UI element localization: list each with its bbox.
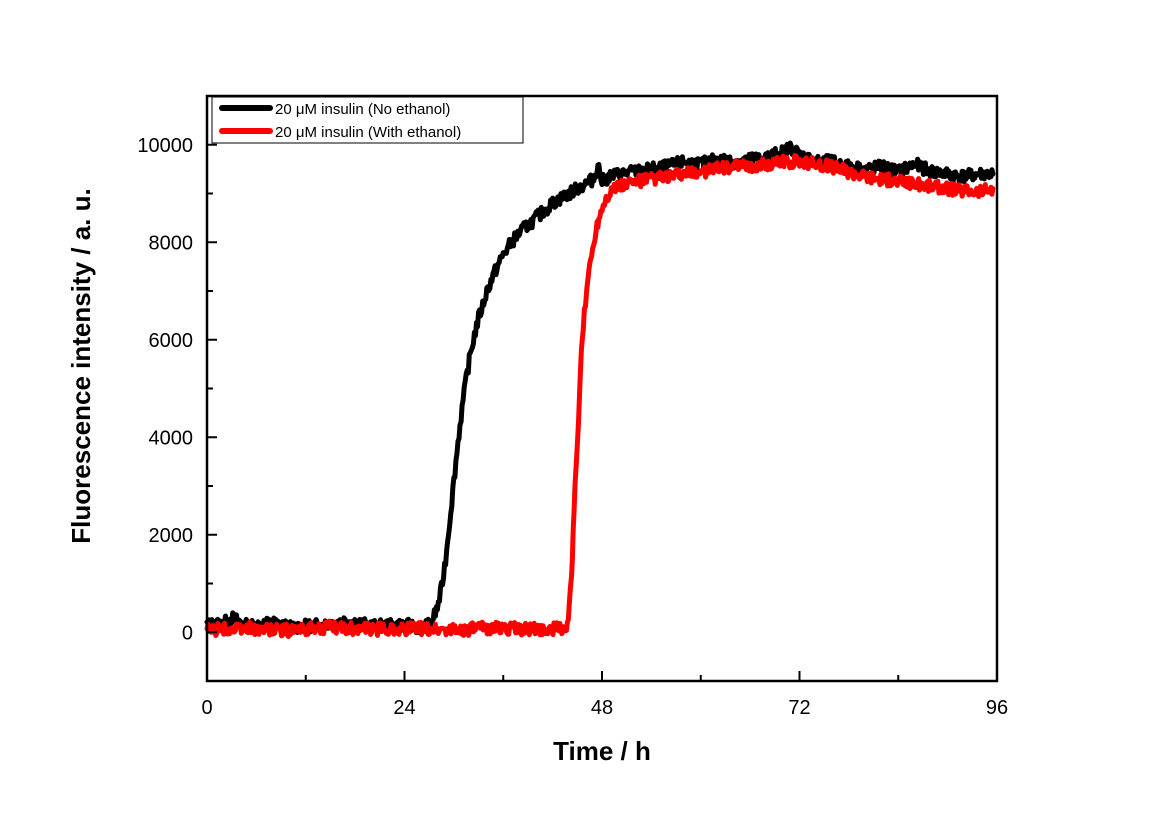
x-tick-labels: 0 24 48 72 96	[201, 697, 1008, 719]
legend: 20 μM insulin (No ethanol) 20 μM insulin…	[211, 96, 524, 144]
legend-box	[211, 96, 524, 144]
y-tick-label: 4000	[149, 427, 194, 449]
y-tick-labels: 0 2000 4000 6000 8000 10000	[137, 135, 193, 645]
series-line-with-ethanol	[204, 153, 996, 639]
y-tick-label: 6000	[149, 330, 194, 352]
x-tick-label: 96	[986, 697, 1008, 719]
series-layer	[204, 140, 996, 639]
x-tick-label: 72	[788, 697, 810, 719]
y-tick-label: 10000	[137, 135, 193, 157]
y-tick-label: 0	[182, 622, 193, 644]
legend-label-with-ethanol: 20 μM insulin (With ethanol)	[275, 124, 461, 141]
legend-label-no-ethanol: 20 μM insulin (No ethanol)	[275, 101, 450, 118]
y-tick-label: 8000	[149, 232, 194, 254]
y-tick-label: 2000	[149, 525, 194, 547]
x-tick-label: 24	[393, 697, 415, 719]
ticks-layer	[206, 95, 998, 682]
y-axis-title: Fluorescence intensity / a. u.	[66, 188, 96, 543]
x-axis-title: Time / h	[553, 736, 651, 766]
x-tick-label: 0	[201, 697, 212, 719]
x-tick-label: 48	[591, 697, 613, 719]
